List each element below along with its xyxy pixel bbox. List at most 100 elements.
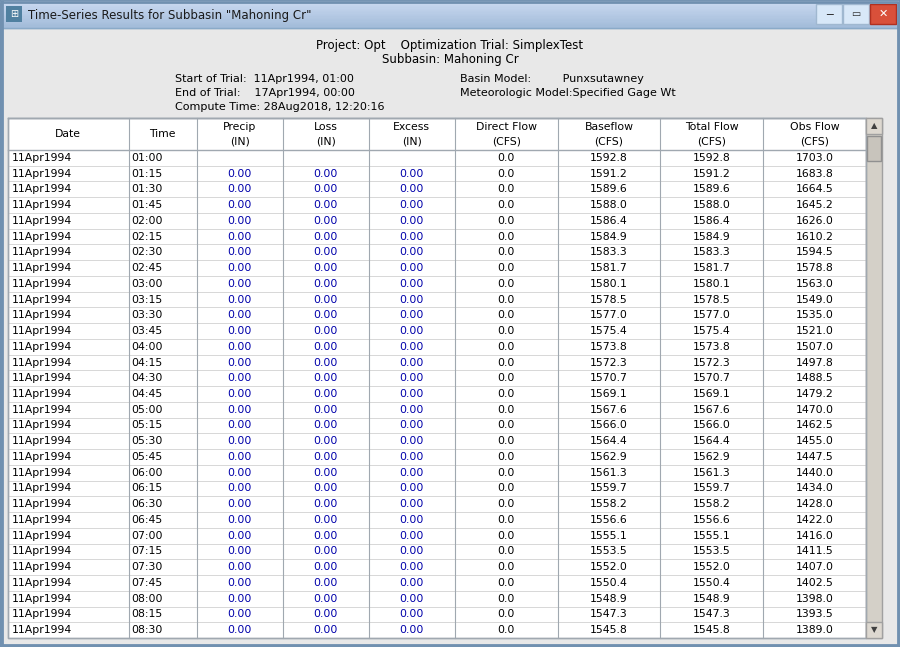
Text: 0.0: 0.0: [498, 247, 515, 258]
Text: 0.00: 0.00: [400, 169, 424, 179]
Text: 1398.0: 1398.0: [796, 594, 833, 604]
Bar: [2, 8, 898, 10]
Text: 07:15: 07:15: [131, 547, 163, 556]
Text: 0.0: 0.0: [498, 436, 515, 446]
Text: 0.0: 0.0: [498, 200, 515, 210]
Text: 0.00: 0.00: [313, 247, 338, 258]
Text: 05:15: 05:15: [131, 421, 163, 430]
Text: 1470.0: 1470.0: [796, 405, 833, 415]
Text: 05:00: 05:00: [131, 405, 163, 415]
Text: 1547.3: 1547.3: [693, 609, 731, 619]
Text: 1592.8: 1592.8: [693, 153, 731, 163]
Text: 0.00: 0.00: [228, 483, 252, 494]
Text: 0.0: 0.0: [498, 342, 515, 352]
Text: 11Apr1994: 11Apr1994: [12, 625, 72, 635]
Text: 1555.1: 1555.1: [693, 531, 731, 541]
Bar: [8, 118, 866, 638]
Bar: [2, 15, 898, 17]
Bar: [2, 12, 898, 14]
Text: Obs Flow: Obs Flow: [790, 122, 840, 132]
Text: 0.00: 0.00: [228, 294, 252, 305]
Text: (IN): (IN): [402, 136, 422, 146]
Text: 0.00: 0.00: [400, 200, 424, 210]
Text: 11Apr1994: 11Apr1994: [12, 373, 72, 383]
Text: 0.0: 0.0: [498, 373, 515, 383]
Text: 1556.6: 1556.6: [693, 515, 731, 525]
Bar: [866, 118, 882, 134]
Text: 1577.0: 1577.0: [693, 311, 731, 320]
Text: 0.00: 0.00: [400, 263, 424, 273]
Text: 11Apr1994: 11Apr1994: [12, 279, 72, 289]
Text: 11Apr1994: 11Apr1994: [12, 232, 72, 241]
Text: 0.00: 0.00: [313, 452, 338, 462]
Text: 04:30: 04:30: [131, 373, 163, 383]
Text: 02:30: 02:30: [131, 247, 163, 258]
Text: 0.00: 0.00: [228, 279, 252, 289]
Text: 0.00: 0.00: [228, 200, 252, 210]
Text: 1588.0: 1588.0: [693, 200, 731, 210]
Text: 0.00: 0.00: [228, 184, 252, 194]
Bar: [870, 4, 896, 24]
Text: 05:30: 05:30: [131, 436, 163, 446]
Text: 1583.3: 1583.3: [590, 247, 628, 258]
Text: 01:15: 01:15: [131, 169, 163, 179]
Text: 0.00: 0.00: [228, 452, 252, 462]
Text: 1573.8: 1573.8: [590, 342, 628, 352]
Text: 0.00: 0.00: [313, 294, 338, 305]
Text: 03:45: 03:45: [131, 326, 163, 336]
Text: 0.00: 0.00: [228, 609, 252, 619]
Text: 0.00: 0.00: [400, 625, 424, 635]
Text: 06:45: 06:45: [131, 515, 163, 525]
Text: 01:45: 01:45: [131, 200, 163, 210]
Text: 1610.2: 1610.2: [796, 232, 833, 241]
Text: 0.00: 0.00: [228, 358, 252, 367]
Text: 0.00: 0.00: [313, 169, 338, 179]
Text: 1683.8: 1683.8: [796, 169, 833, 179]
Text: 0.00: 0.00: [313, 483, 338, 494]
Text: 11Apr1994: 11Apr1994: [12, 342, 72, 352]
Text: 1547.3: 1547.3: [590, 609, 628, 619]
Text: 08:00: 08:00: [131, 594, 163, 604]
Text: 0.0: 0.0: [498, 153, 515, 163]
Text: 04:15: 04:15: [131, 358, 163, 367]
Text: 0.00: 0.00: [400, 421, 424, 430]
Text: 1434.0: 1434.0: [796, 483, 833, 494]
Text: (IN): (IN): [316, 136, 336, 146]
Text: 0.00: 0.00: [313, 311, 338, 320]
Text: 1553.5: 1553.5: [590, 547, 628, 556]
Text: 1555.1: 1555.1: [590, 531, 628, 541]
Text: 1573.8: 1573.8: [693, 342, 731, 352]
Text: 1570.7: 1570.7: [590, 373, 628, 383]
Text: 1402.5: 1402.5: [796, 578, 833, 588]
Text: 0.0: 0.0: [498, 326, 515, 336]
Text: 1583.3: 1583.3: [693, 247, 731, 258]
Bar: [2, 27, 898, 28]
Text: Meteorologic Model:Specified Gage Wt: Meteorologic Model:Specified Gage Wt: [460, 88, 676, 98]
Text: 1558.2: 1558.2: [590, 499, 628, 509]
Text: 0.0: 0.0: [498, 547, 515, 556]
Text: 1584.9: 1584.9: [590, 232, 628, 241]
Text: 01:30: 01:30: [131, 184, 163, 194]
Text: (CFS): (CFS): [800, 136, 829, 146]
Text: 1393.5: 1393.5: [796, 609, 833, 619]
Text: 0.00: 0.00: [313, 421, 338, 430]
Text: 1521.0: 1521.0: [796, 326, 833, 336]
Text: 0.0: 0.0: [498, 358, 515, 367]
Text: 1578.5: 1578.5: [590, 294, 628, 305]
Text: 0.0: 0.0: [498, 578, 515, 588]
Text: 1428.0: 1428.0: [796, 499, 833, 509]
Text: 1545.8: 1545.8: [590, 625, 628, 635]
Bar: [2, 7, 898, 9]
Text: 1411.5: 1411.5: [796, 547, 833, 556]
Text: 1561.3: 1561.3: [590, 468, 628, 477]
Text: 1588.0: 1588.0: [590, 200, 628, 210]
Text: 0.00: 0.00: [400, 294, 424, 305]
Text: 0.00: 0.00: [400, 326, 424, 336]
Text: 1580.1: 1580.1: [693, 279, 731, 289]
Text: 0.00: 0.00: [400, 531, 424, 541]
Text: 03:00: 03:00: [131, 279, 163, 289]
Text: Date: Date: [55, 129, 81, 139]
Text: 1581.7: 1581.7: [693, 263, 731, 273]
Text: 06:30: 06:30: [131, 499, 163, 509]
Text: 1389.0: 1389.0: [796, 625, 833, 635]
